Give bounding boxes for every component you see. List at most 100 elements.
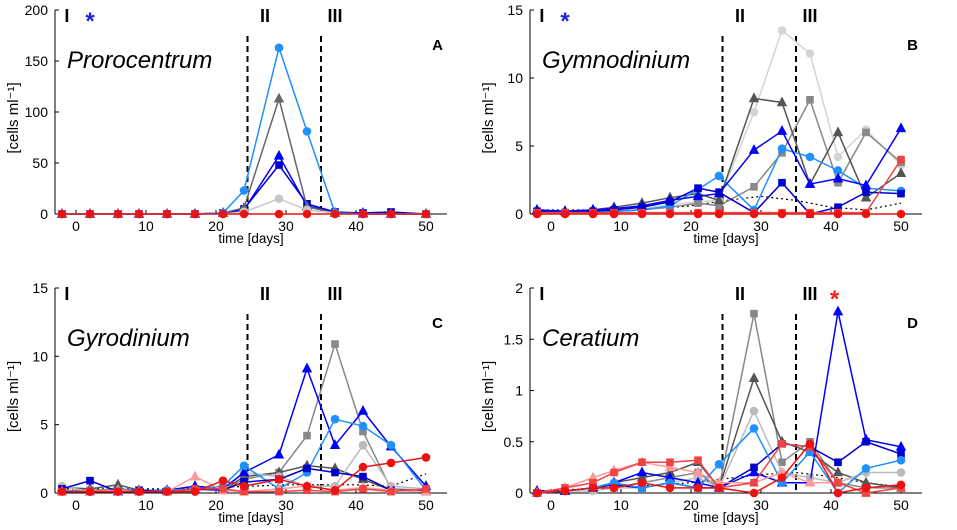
phase-label: I [539,284,544,304]
data-point [162,487,172,496]
significance-star: * [830,286,840,313]
y-tick-label: 50 [32,155,48,171]
data-point [748,92,760,103]
data-point [113,487,123,496]
data-point [359,472,367,481]
data-point [778,458,786,467]
chart-panel-d: 0 10 20 30 40 50 0 0.5 1 1.5 2 time [days] [cells ml… [480,280,922,525]
data-point [777,26,787,35]
y-tick-label: 150 [25,53,49,69]
x-tick-label: 40 [823,218,839,234]
data-point [777,473,787,482]
data-point [833,209,843,219]
data-point [274,194,284,203]
x-tick-label: 20 [683,218,699,234]
data-point [749,209,759,219]
data-point [862,489,870,497]
data-point [750,463,758,472]
data-point [833,488,843,498]
data-point [776,96,788,107]
data-point [358,209,368,219]
data-point [748,372,760,382]
y-tick-label: 15 [32,280,48,296]
x-tick-label: 20 [683,497,699,513]
data-point [274,209,284,219]
chart-title: Ceratium [542,325,639,352]
data-point [860,191,872,202]
data-point [692,466,704,477]
data-point [750,309,758,318]
data-point [861,464,871,473]
data-point [860,179,872,190]
data-point [665,209,675,219]
data-point [834,203,842,211]
data-point [806,95,814,104]
x-tick-label: 20 [208,497,224,513]
x-tick-label: 0 [72,497,80,513]
data-point [862,128,870,137]
data-point [748,144,760,154]
phase-label: III [327,6,342,26]
data-point [303,464,311,473]
data-point [638,458,646,467]
data-point [832,466,844,477]
y-tick-label: 1.5 [504,331,524,347]
x-tick-label: 0 [72,218,80,234]
data-point [693,209,703,219]
data-point [274,43,284,53]
x-tick-label: 10 [613,497,629,513]
trend-line-dotted [62,473,427,490]
data-point [358,440,368,450]
y-tick-label: 5 [40,417,48,433]
series-3 [56,92,432,218]
data-point [749,488,759,498]
data-point [189,470,201,481]
data-point [895,167,907,177]
data-point [897,189,905,198]
data-point [748,466,760,477]
series-4 [56,362,432,496]
data-point [331,468,339,477]
chart-panel-a: 0 10 20 30 40 50 0 50 100 150 200 time [days] [cells… [5,2,447,246]
significance-star: * [560,8,570,35]
series-line [62,96,426,215]
data-point [665,483,675,493]
data-point [832,172,844,183]
y-tick-label: 0 [515,206,523,222]
data-point [694,456,702,464]
data-point [239,461,249,470]
data-point [359,427,367,436]
data-point [274,475,284,484]
trend-line-dotted [536,471,902,492]
data-point [57,487,67,496]
data-point [218,476,228,486]
data-point [275,487,283,496]
data-point [532,488,542,498]
x-tick-label: 50 [418,218,434,234]
data-point [861,483,871,493]
data-point [896,468,906,477]
data-point [112,478,124,489]
data-point [190,209,200,219]
data-point [749,424,759,433]
data-point [273,448,285,459]
data-point [239,209,249,219]
data-point [805,152,815,162]
data-point [750,478,758,487]
data-point [273,149,285,160]
data-point [421,453,431,462]
panel-letter: D [907,315,918,332]
series-9 [57,453,431,496]
data-point [804,476,816,487]
data-point [358,462,368,472]
data-point [218,209,228,219]
data-point [805,209,815,219]
panel-letter: C [432,315,443,332]
data-point [302,209,312,219]
data-point [715,202,723,210]
chart-panel-b: 0 10 20 30 40 50 0 5 10 15 time [days] [cells ml⁻¹]… [480,2,922,246]
data-point [219,485,227,493]
data-point [302,127,312,136]
x-axis-label: time [days] [693,510,758,525]
x-tick-label: 50 [893,218,909,234]
